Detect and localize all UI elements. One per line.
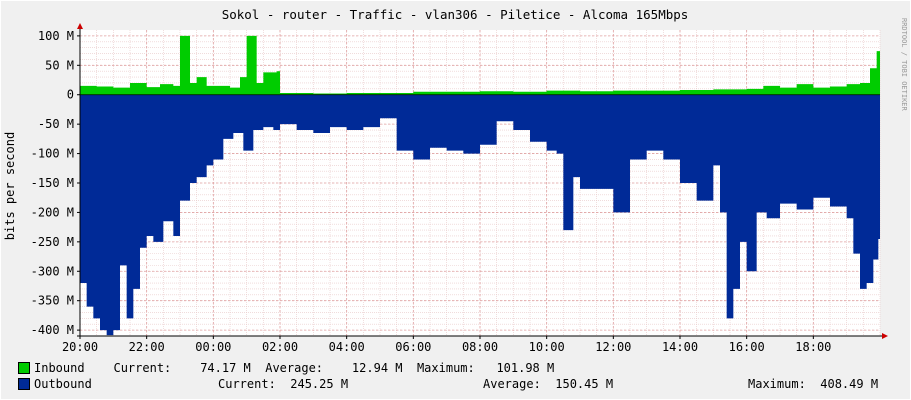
x-tick-label: 22:00: [129, 340, 165, 354]
outbound-average-value: 150.45 M: [555, 377, 614, 391]
y-tick-labels: 100 M 50 M 0 -50 M -100 M -150 M -200 M -250 M -…: [31, 29, 74, 337]
inbound-maximum-label: Maximum:: [416, 361, 475, 375]
x-tick-label: 02:00: [262, 340, 298, 354]
graph-title: Sokol - router - Traffic - vlan306 - Pil…: [222, 7, 689, 22]
inbound-name: Inbound: [34, 361, 85, 375]
inbound-swatch: [18, 362, 30, 374]
x-tick-label: 16:00: [729, 340, 765, 354]
inbound-current-value: 74.17 M: [200, 361, 251, 375]
inbound-average-label: Average:: [265, 361, 324, 375]
x-axis-arrow-icon: [882, 333, 888, 339]
y-tick-label: -400 M: [31, 323, 74, 337]
x-tick-label: 18:00: [795, 340, 831, 354]
x-tick-labels: 20:00 22:00 00:00 02:00 04:00 06:00 08:00 10:00…: [62, 340, 831, 354]
outbound-current: Current: 245.25 M: [218, 377, 348, 391]
x-tick-label: 00:00: [195, 340, 231, 354]
x-tick-label: 10:00: [529, 340, 565, 354]
x-tick-label: 04:00: [329, 340, 365, 354]
y-tick-label: 50 M: [45, 58, 74, 72]
y-tick-label: -200 M: [31, 205, 74, 219]
y-tick-label: -300 M: [31, 264, 74, 278]
y-tick-label: -150 M: [31, 176, 74, 190]
x-tick-label: 08:00: [462, 340, 498, 354]
y-tick-label: 100 M: [38, 29, 74, 43]
y-axis-label: bits per second: [3, 132, 17, 240]
y-tick-label: -350 M: [31, 294, 74, 308]
legend-row-inbound: Inbound Current: 74.17 M Average: 12.94 …: [34, 361, 554, 375]
rrdtool-watermark: RRDTOOL / TOBI OETIKER: [900, 18, 908, 112]
inbound-maximum-value: 101.98 M: [496, 361, 555, 375]
y-tick-label: -100 M: [31, 147, 74, 161]
inbound-average-value: 12.94 M: [351, 361, 403, 375]
y-tick-label: 0: [67, 88, 74, 102]
area-inbound: [80, 35, 880, 95]
outbound-average-label: Average:: [483, 377, 541, 391]
x-tick-label: 14:00: [662, 340, 698, 354]
y-tick-label: -250 M: [31, 235, 74, 249]
outbound-average: Average: 150.45 M: [483, 377, 613, 391]
outbound-current-label: Current:: [218, 377, 276, 391]
outbound-swatch: [18, 378, 30, 390]
outbound-name: Outbound: [34, 377, 92, 391]
outbound-maximum-value: 408.49 M: [820, 377, 879, 391]
y-tick-label: -50 M: [38, 117, 74, 131]
data-areas: [80, 35, 880, 336]
outbound-maximum: Maximum: 408.49 M: [748, 377, 878, 391]
inbound-current-label: Current:: [113, 361, 172, 375]
area-outbound: [80, 94, 880, 336]
outbound-maximum-label: Maximum:: [748, 377, 806, 391]
y-axis-arrow-icon: [77, 23, 83, 29]
axes: [77, 23, 888, 339]
x-tick-label: 12:00: [595, 340, 631, 354]
x-tick-label: 06:00: [395, 340, 431, 354]
x-tick-label: 20:00: [62, 340, 98, 354]
outbound-current-value: 245.25 M: [290, 377, 349, 391]
